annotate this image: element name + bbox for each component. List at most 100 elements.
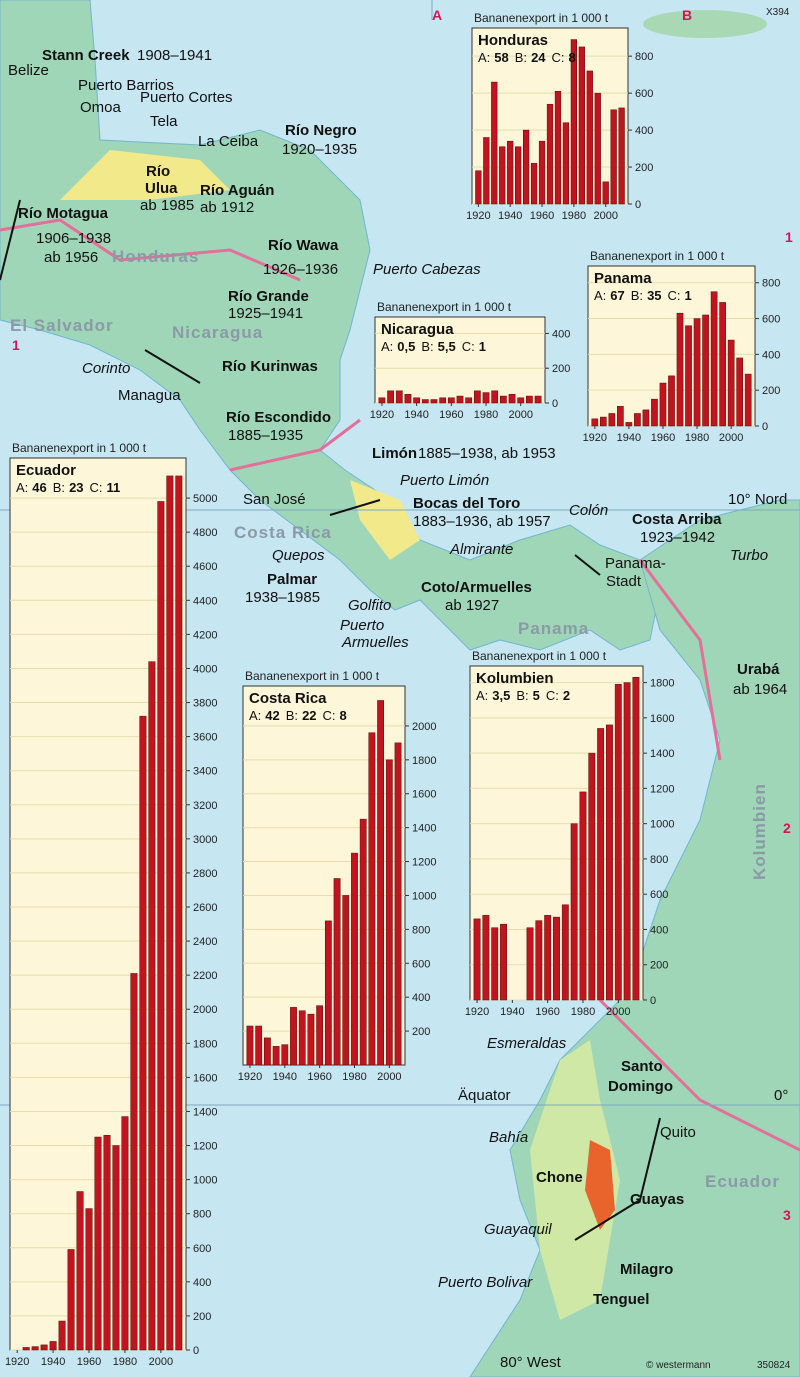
y-tick-label: 1000	[193, 1175, 217, 1187]
stats: A: 58 B: 24 C: 8	[478, 50, 576, 65]
plantation	[585, 1140, 615, 1230]
bar	[482, 915, 490, 1001]
y-tick-label: 4400	[193, 595, 217, 607]
y-tick-label: 1600	[193, 1072, 217, 1084]
stat-value: 1	[479, 339, 486, 354]
bar	[594, 92, 601, 205]
map-label: 1885–1935	[228, 427, 303, 444]
stats: A: 0,5 B: 5,5 C: 1	[381, 339, 486, 354]
bar	[499, 146, 506, 205]
map-label: 2	[783, 820, 791, 836]
map-label: Ecuador	[705, 1172, 780, 1191]
map-label: Colón	[569, 502, 608, 519]
y-tick-label: 400	[412, 992, 430, 1004]
y-tick-label: 1400	[650, 748, 674, 760]
stat-label: A:	[594, 288, 606, 303]
stat-label: C:	[552, 50, 565, 65]
y-tick-label: 1000	[412, 890, 436, 902]
x-tick-label: 1980	[342, 1071, 366, 1083]
chart: 200 400 600 800 1000 1200 1400 1600 1800 2000 1920…	[238, 669, 437, 1083]
map-label: Puerto Bolivar	[438, 1274, 533, 1291]
stat-label: C:	[90, 480, 103, 495]
y-tick-label: 200	[193, 1311, 211, 1323]
x-tick-label: 1980	[562, 210, 586, 222]
map-label: El Salvador	[10, 316, 114, 335]
bar	[281, 1044, 289, 1066]
stat-label: C:	[546, 688, 559, 703]
bar	[668, 375, 675, 427]
bar	[316, 1005, 324, 1066]
y-tick-label: 1200	[412, 857, 436, 869]
bar	[702, 314, 709, 427]
stat-label: A:	[381, 339, 393, 354]
stat-label: C:	[668, 288, 681, 303]
y-tick-label: 600	[635, 88, 653, 100]
bar	[378, 397, 386, 404]
x-tick-label: 1960	[439, 409, 463, 421]
map-label: 1	[12, 337, 20, 353]
lowland	[530, 1040, 620, 1320]
country-name: Kolumbien	[476, 670, 554, 687]
y-tick-label: 600	[762, 314, 780, 326]
map-label: 350824	[757, 1360, 791, 1371]
bar	[693, 318, 701, 427]
map-label: 1923–1942	[640, 529, 715, 546]
stats: A: 3,5 B: 5 C: 2	[476, 688, 570, 703]
border	[0, 218, 800, 1152]
chart-title: Bananenexport in 1 000 t	[474, 11, 609, 25]
bar	[475, 170, 482, 205]
map-label: Costa Arriba	[632, 511, 722, 528]
stat-value: 5	[533, 688, 540, 703]
map-label: Corinto	[82, 360, 130, 377]
map-label: Puerto Barrios	[78, 77, 174, 94]
map-label: Puerto	[340, 617, 384, 634]
bar	[499, 395, 507, 404]
bar	[298, 1010, 306, 1066]
map-label: Tela	[150, 113, 178, 130]
map-label: Río Grande	[228, 288, 309, 305]
bar	[139, 715, 147, 1351]
map-label: Milagro	[620, 1261, 673, 1278]
map-label: Esmeraldas	[487, 1035, 567, 1052]
stat-value: 46	[32, 480, 46, 495]
map-label: ab 1985	[140, 197, 194, 214]
bar	[491, 81, 498, 205]
map-label: Bahía	[489, 1129, 528, 1146]
map-label: X394	[766, 7, 790, 18]
map-label: Bocas del Toro	[413, 495, 520, 512]
map-label: ab 1927	[445, 597, 499, 614]
map-label: 0°	[774, 1087, 788, 1104]
bar	[523, 129, 530, 205]
y-tick-label: 3400	[193, 766, 217, 778]
stat-value: 67	[610, 288, 624, 303]
y-tick-label: 1600	[412, 789, 436, 801]
plot-box	[374, 316, 546, 404]
x-tick-label: 1940	[404, 409, 428, 421]
y-tick-label: 400	[193, 1277, 211, 1289]
map-label: Managua	[118, 387, 181, 404]
map-label: A	[432, 7, 442, 23]
bar	[112, 1145, 120, 1351]
stat-label: C:	[323, 708, 336, 723]
y-tick-label: 600	[412, 958, 430, 970]
bar	[368, 732, 376, 1066]
bar	[544, 915, 552, 1001]
stat-value: 1	[685, 288, 692, 303]
y-tick-label: 400	[650, 924, 668, 936]
chart: 0 200 400 1920 1940 1960 1980 2000 Bananenexport…	[370, 300, 571, 421]
stat-label: B:	[631, 288, 643, 303]
x-tick-label: 1960	[77, 1356, 101, 1368]
map-label: Urabá	[737, 661, 780, 678]
y-tick-label: 1800	[193, 1038, 217, 1050]
x-tick-label: 1980	[571, 1006, 595, 1018]
bar	[625, 422, 633, 427]
bar	[359, 818, 367, 1066]
map-label: ab 1912	[200, 199, 254, 216]
bar	[395, 390, 403, 404]
bar	[500, 923, 507, 1001]
chart-title: Bananenexport in 1 000 t	[245, 669, 380, 683]
map-label: Panama-	[605, 555, 666, 572]
map-label: Almirante	[449, 541, 513, 558]
